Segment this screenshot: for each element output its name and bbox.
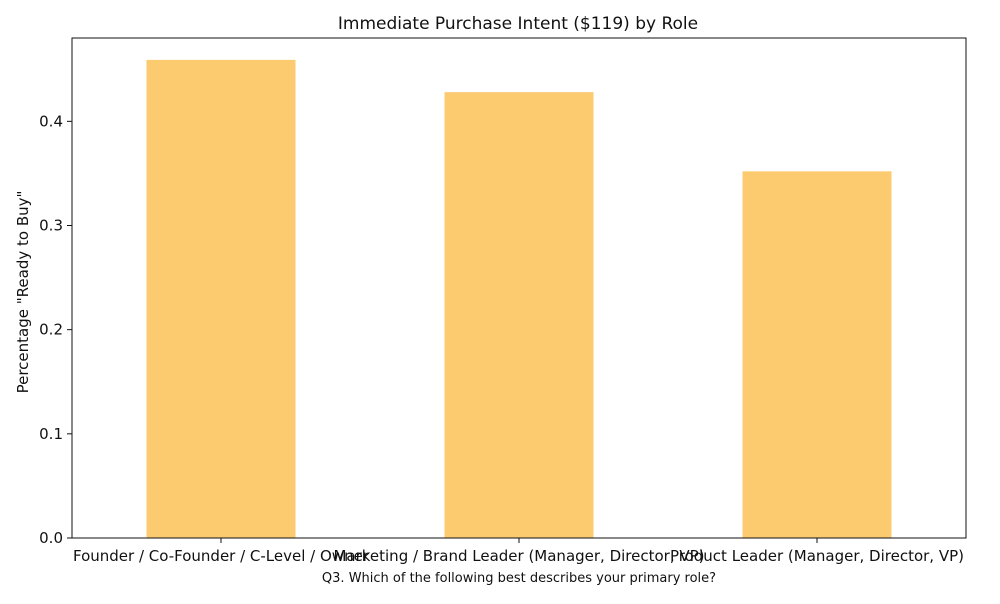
bar-2 bbox=[742, 171, 892, 539]
x-tick-label-1: Marketing / Brand Leader (Manager, Direc… bbox=[333, 547, 704, 565]
bars-layer bbox=[146, 59, 892, 539]
y-axis-label: Percentage "Ready to Buy" bbox=[14, 191, 32, 394]
y-tick-label-0: 0.0 bbox=[39, 529, 63, 547]
y-tick-label-2: 0.2 bbox=[39, 321, 63, 339]
ticks-layer: Founder / Co-Founder / C-Level / OwnerMa… bbox=[39, 112, 964, 565]
x-tick-label-2: Product Leader (Manager, Director, VP) bbox=[670, 547, 964, 565]
y-tick-label-3: 0.3 bbox=[39, 217, 63, 235]
chart-title: Immediate Purchase Intent ($119) by Role bbox=[338, 14, 698, 34]
x-axis-label: Q3. Which of the following best describe… bbox=[322, 571, 716, 586]
y-tick-label-1: 0.1 bbox=[39, 425, 63, 443]
bar-0 bbox=[146, 59, 296, 538]
x-tick-label-0: Founder / Co-Founder / C-Level / Owner bbox=[73, 547, 370, 565]
plot-frame bbox=[71, 37, 967, 539]
bar-1 bbox=[444, 92, 594, 539]
y-tick-label-4: 0.4 bbox=[39, 112, 63, 130]
